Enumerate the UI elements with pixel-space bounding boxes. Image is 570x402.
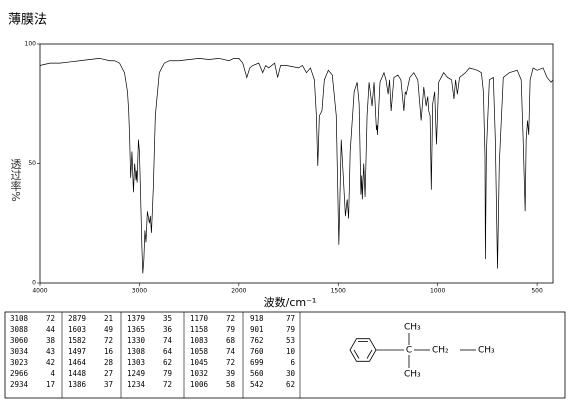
peak-wavenumber: 1308 bbox=[127, 347, 146, 356]
peak-transmittance: 39 bbox=[226, 369, 235, 378]
x-tick-label: 500 bbox=[531, 288, 543, 295]
benzene-ring bbox=[349, 338, 377, 362]
peak-transmittance: 72 bbox=[46, 314, 55, 323]
structure bbox=[349, 333, 476, 368]
peak-transmittance: 17 bbox=[46, 380, 55, 389]
peak-wavenumber: 901 bbox=[250, 325, 264, 334]
plot-frame bbox=[39, 43, 554, 284]
x-tick-label: 4000 bbox=[32, 288, 47, 295]
peak-wavenumber: 560 bbox=[250, 369, 264, 378]
peak-transmittance: 72 bbox=[226, 314, 235, 323]
peak-transmittance: 44 bbox=[46, 325, 56, 334]
peak-wavenumber: 1603 bbox=[68, 325, 86, 334]
method-title: 薄膜法 bbox=[8, 13, 47, 28]
peak-transmittance: 62 bbox=[163, 358, 172, 367]
peak-transmittance: 62 bbox=[286, 380, 295, 389]
peak-transmittance: 72 bbox=[226, 358, 235, 367]
x-tick-label: 2000 bbox=[231, 288, 246, 295]
peak-wavenumber: 1448 bbox=[68, 369, 87, 378]
double-bond bbox=[353, 349, 360, 359]
peak-wavenumber: 542 bbox=[250, 380, 264, 389]
x-tick-label: 1000 bbox=[430, 288, 445, 295]
peak-wavenumber: 918 bbox=[250, 314, 264, 323]
table-frame bbox=[4, 311, 566, 399]
x-axis-label: 波数/cm⁻¹ bbox=[264, 296, 317, 309]
peak-transmittance: 21 bbox=[104, 314, 113, 323]
x-tick-label: 3000 bbox=[132, 288, 147, 295]
peak-wavenumber: 1170 bbox=[190, 314, 209, 323]
peak-wavenumber: 1032 bbox=[190, 369, 208, 378]
peak-wavenumber: 699 bbox=[250, 358, 264, 367]
structure-label: CH₂ bbox=[432, 346, 449, 356]
peak-transmittance: 37 bbox=[104, 380, 113, 389]
peak-wavenumber: 3034 bbox=[10, 347, 29, 356]
peak-wavenumber: 1058 bbox=[190, 347, 209, 356]
peak-wavenumber: 1006 bbox=[190, 380, 209, 389]
peak-wavenumber: 1365 bbox=[127, 325, 145, 334]
spectrum-line bbox=[39, 57, 554, 274]
peak-transmittance: 79 bbox=[163, 369, 172, 378]
x-tick-label: 1500 bbox=[331, 288, 346, 295]
peak-transmittance: 4 bbox=[50, 369, 55, 378]
peak-wavenumber: 2966 bbox=[10, 369, 29, 378]
y-tick-label: 50 bbox=[28, 160, 36, 167]
peak-wavenumber: 1249 bbox=[127, 369, 145, 378]
peak-wavenumber: 1303 bbox=[127, 358, 145, 367]
peak-transmittance: 53 bbox=[286, 336, 295, 345]
structure-label: CH₃ bbox=[404, 323, 421, 333]
peak-transmittance: 74 bbox=[226, 347, 236, 356]
peak-wavenumber: 3088 bbox=[10, 325, 29, 334]
peak-wavenumber: 1386 bbox=[68, 380, 87, 389]
structure-label: C bbox=[406, 346, 412, 356]
peak-transmittance: 42 bbox=[46, 358, 55, 367]
peak-transmittance: 43 bbox=[46, 347, 55, 356]
peak-transmittance: 64 bbox=[163, 347, 173, 356]
peak-wavenumber: 1083 bbox=[190, 336, 208, 345]
peak-wavenumber: 1497 bbox=[68, 347, 86, 356]
structure-label: CH₃ bbox=[478, 346, 495, 356]
peak-wavenumber: 2879 bbox=[68, 314, 86, 323]
peak-transmittance: 58 bbox=[226, 380, 236, 389]
peak-wavenumber: 1379 bbox=[127, 314, 145, 323]
peak-transmittance: 16 bbox=[104, 347, 114, 356]
y-axis-label: 透过率% bbox=[9, 158, 22, 202]
peak-transmittance: 35 bbox=[163, 314, 172, 323]
peak-wavenumber: 1330 bbox=[127, 336, 146, 345]
peak-transmittance: 49 bbox=[104, 325, 113, 334]
peak-wavenumber: 3023 bbox=[10, 358, 28, 367]
peak-wavenumber: 1234 bbox=[127, 380, 146, 389]
peak-transmittance: 28 bbox=[104, 358, 114, 367]
peak-transmittance: 72 bbox=[163, 380, 172, 389]
peak-transmittance: 74 bbox=[163, 336, 173, 345]
peak-transmittance: 36 bbox=[163, 325, 173, 334]
peak-wavenumber: 2934 bbox=[10, 380, 29, 389]
peak-transmittance: 10 bbox=[286, 347, 296, 356]
peak-wavenumber: 1045 bbox=[190, 358, 208, 367]
peak-transmittance: 38 bbox=[46, 336, 56, 345]
peak-transmittance: 79 bbox=[286, 325, 295, 334]
peak-wavenumber: 760 bbox=[250, 347, 264, 356]
peak-transmittance: 72 bbox=[104, 336, 113, 345]
peak-transmittance: 68 bbox=[226, 336, 236, 345]
y-tick-label: 0 bbox=[32, 280, 36, 287]
peak-wavenumber: 1464 bbox=[68, 358, 87, 367]
peak-transmittance: 77 bbox=[286, 314, 295, 323]
peak-transmittance: 79 bbox=[226, 325, 235, 334]
peak-wavenumber: 3060 bbox=[10, 336, 29, 345]
structure-label: CH₃ bbox=[404, 370, 421, 380]
peak-wavenumber: 1582 bbox=[68, 336, 86, 345]
peak-transmittance: 27 bbox=[104, 369, 113, 378]
peak-wavenumber: 3108 bbox=[10, 314, 29, 323]
peak-wavenumber: 1158 bbox=[190, 325, 209, 334]
peak-transmittance: 6 bbox=[290, 358, 295, 367]
y-tick-label: 100 bbox=[25, 41, 37, 48]
peak-transmittance: 30 bbox=[286, 369, 296, 378]
double-bond bbox=[366, 349, 373, 359]
peak-wavenumber: 762 bbox=[250, 336, 264, 345]
